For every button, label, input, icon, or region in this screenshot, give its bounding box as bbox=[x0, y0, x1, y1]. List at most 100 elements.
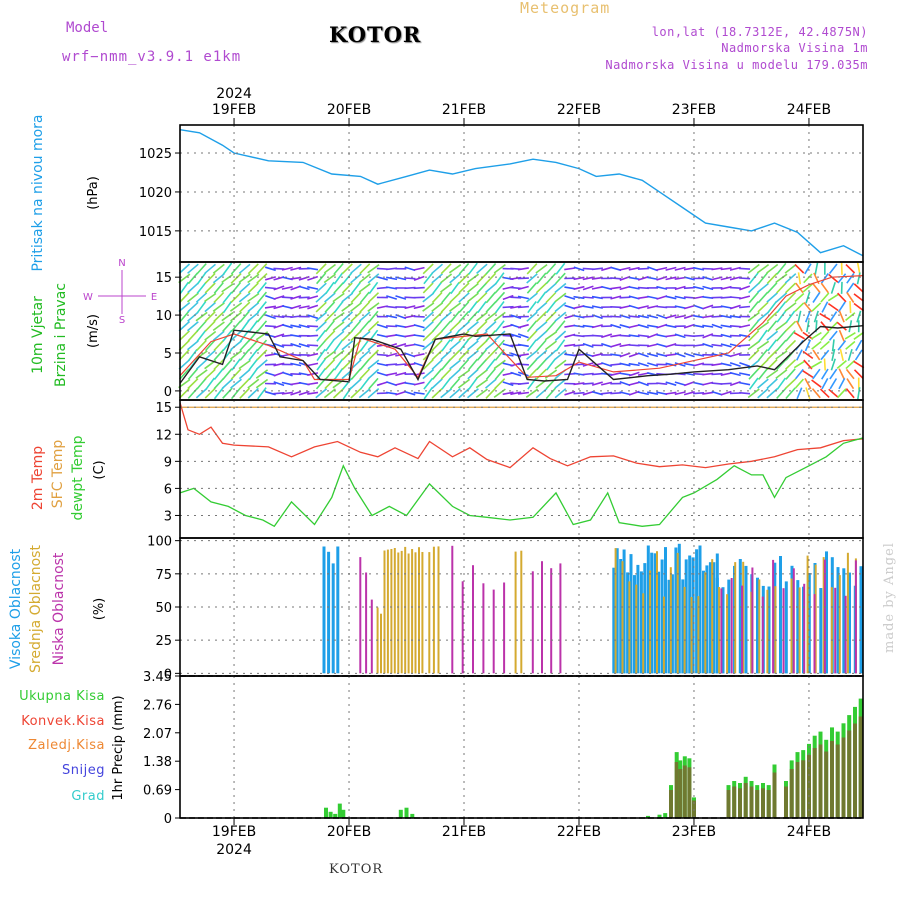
wind-barb bbox=[591, 381, 603, 386]
wind-barb bbox=[554, 292, 567, 303]
wind-barb bbox=[239, 320, 250, 333]
wind-barb bbox=[853, 283, 864, 293]
wind-barb bbox=[535, 349, 548, 361]
wind-barb bbox=[188, 348, 198, 361]
wind-barb bbox=[821, 368, 829, 380]
wind-barb bbox=[674, 305, 686, 309]
wind-barb bbox=[247, 292, 260, 303]
wind-barb bbox=[350, 330, 362, 342]
wind-barb bbox=[811, 282, 821, 294]
cloud-bar bbox=[750, 591, 753, 674]
wind-barb bbox=[281, 296, 293, 299]
wind-barb bbox=[526, 263, 538, 275]
wind-barb bbox=[845, 340, 856, 350]
wind-barb bbox=[256, 263, 268, 275]
wind-barb bbox=[554, 359, 567, 370]
wind-barb bbox=[307, 275, 319, 281]
wind-barb bbox=[359, 301, 371, 313]
wind-barb bbox=[805, 291, 811, 304]
wind-barb bbox=[221, 378, 234, 389]
wind-barb bbox=[785, 329, 796, 342]
wind-barb bbox=[476, 263, 488, 275]
wind-barb bbox=[230, 320, 242, 333]
precip-label-1: Ukupna Kisa bbox=[19, 689, 105, 704]
compass-s: S bbox=[119, 315, 125, 326]
wind-barb bbox=[591, 334, 603, 337]
y-tick-label: 2.07 bbox=[143, 727, 172, 742]
wind-barb bbox=[610, 323, 622, 329]
wind-barb bbox=[854, 349, 863, 361]
wind-barb bbox=[315, 301, 327, 313]
wind-barb bbox=[247, 311, 260, 322]
wind-barb bbox=[476, 358, 488, 371]
wind-barb bbox=[793, 360, 805, 369]
wind-barb bbox=[582, 342, 594, 348]
wind-barb bbox=[325, 281, 335, 295]
footer-station: KOTOR bbox=[329, 862, 384, 877]
panel-frame-pressure bbox=[179, 124, 864, 263]
cloud-bar bbox=[690, 597, 693, 674]
cloud-bar bbox=[482, 583, 485, 674]
wind-barb bbox=[281, 266, 293, 271]
wind-barb bbox=[376, 276, 388, 281]
cloud-bar bbox=[834, 587, 837, 674]
wind-barb bbox=[674, 314, 686, 319]
cloud-bar bbox=[520, 550, 523, 674]
wind-barb bbox=[573, 314, 585, 319]
wind-barb bbox=[493, 311, 506, 322]
cloud-bar bbox=[461, 581, 464, 674]
wind-barb bbox=[324, 292, 336, 303]
wind-barb bbox=[674, 266, 686, 271]
wind-barb bbox=[307, 267, 319, 271]
wind-barb bbox=[846, 378, 855, 390]
wind-barb bbox=[628, 334, 640, 338]
cloud-bar bbox=[727, 579, 731, 674]
wind-barb bbox=[804, 339, 812, 352]
wind-barb bbox=[404, 305, 416, 310]
wind-barb bbox=[837, 388, 847, 399]
wind-barb bbox=[838, 368, 846, 380]
wind-barb bbox=[828, 263, 838, 274]
wind-barb bbox=[693, 353, 705, 357]
wind-barb bbox=[204, 330, 217, 341]
wind-barb bbox=[466, 321, 479, 332]
wind-barb bbox=[196, 272, 207, 285]
wind-barb bbox=[273, 392, 285, 395]
wind-barb bbox=[610, 315, 622, 318]
wind-barb bbox=[256, 273, 268, 284]
cloud-bar bbox=[541, 561, 543, 674]
wind-barb bbox=[836, 321, 847, 331]
wind-barb bbox=[776, 310, 787, 323]
wind-barb bbox=[693, 362, 705, 367]
wind-barb bbox=[812, 368, 821, 380]
cloud-bar bbox=[766, 589, 769, 674]
wind-barb bbox=[784, 273, 797, 284]
wind-barb bbox=[422, 302, 435, 312]
cloud-bar bbox=[390, 549, 393, 674]
wind-barb bbox=[385, 286, 398, 290]
cloud-bar bbox=[838, 575, 841, 674]
wind-barb bbox=[431, 378, 443, 389]
wind-barb bbox=[350, 320, 362, 333]
wind-barb bbox=[213, 291, 225, 304]
wind-barb bbox=[683, 323, 695, 329]
wind-barb bbox=[838, 378, 846, 390]
y-tick-label: 1020 bbox=[139, 186, 172, 201]
wind-barb bbox=[619, 285, 631, 291]
model-label: Model bbox=[66, 20, 109, 36]
wind-barb bbox=[368, 310, 379, 323]
wind-barb bbox=[545, 387, 557, 400]
precip-label-4: Snijeg bbox=[62, 763, 105, 778]
wind-barb bbox=[376, 371, 388, 377]
wind-barb bbox=[830, 358, 836, 371]
wind-barb bbox=[554, 311, 567, 322]
wind-barb bbox=[458, 301, 470, 313]
cloud-bar bbox=[550, 568, 553, 674]
y-tick-label: 2.76 bbox=[143, 698, 172, 713]
wind-barb bbox=[619, 372, 631, 376]
wind-barb bbox=[213, 311, 225, 323]
wind-barb bbox=[359, 339, 370, 352]
precip-bar-conv bbox=[669, 790, 673, 818]
cloud-bar bbox=[684, 559, 688, 674]
wind-barb bbox=[315, 311, 328, 322]
